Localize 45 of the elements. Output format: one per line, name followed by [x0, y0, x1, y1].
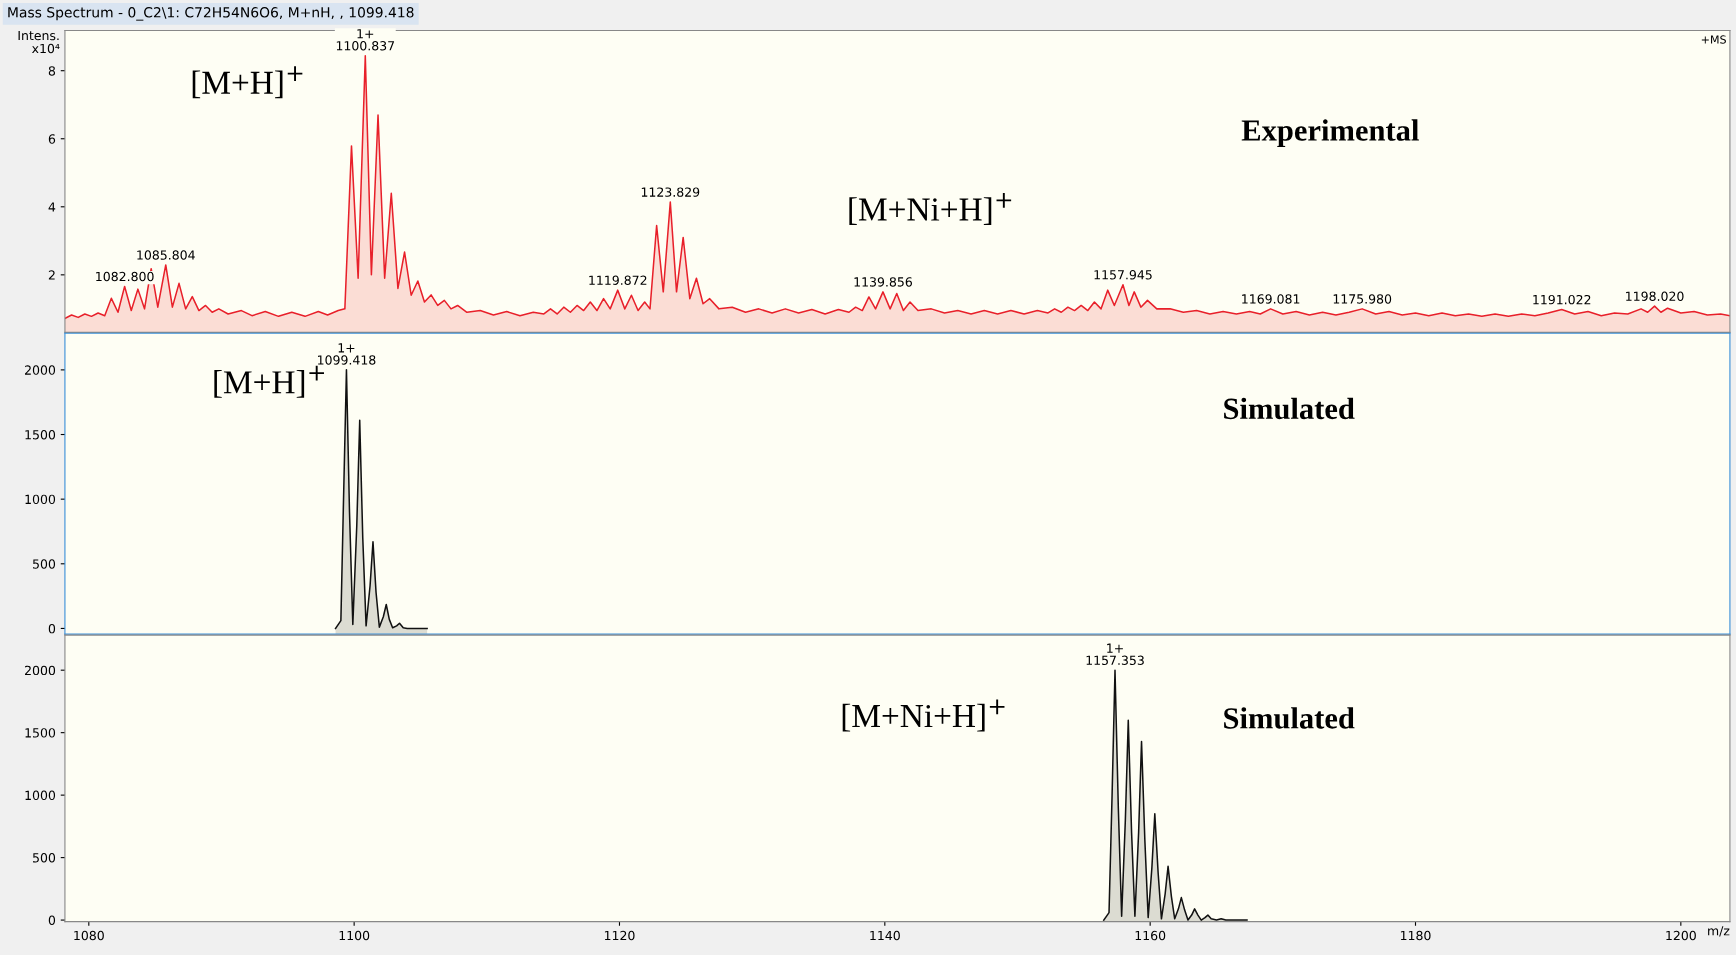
y-tick-label: 1000: [25, 790, 56, 801]
x-tick-label: 1200: [1666, 930, 1696, 941]
annotation: 1119.872: [589, 275, 647, 285]
annotation: 1085.804: [137, 250, 195, 260]
x-axis-title: m/z: [1708, 926, 1730, 937]
annotation: 1+ 1157.353: [1086, 643, 1144, 665]
annotation: Simulated: [1224, 397, 1355, 420]
y-tick-label: 8: [48, 66, 56, 76]
y-tick-label: 2000: [25, 665, 56, 676]
annotation: [M+Ni+H]$^{+}$: [842, 699, 1005, 732]
x-tick-label: 1080: [74, 930, 104, 941]
annotation: 1+ 1100.837: [336, 29, 395, 51]
annotation: [M+H]$^{+}$: [192, 66, 303, 99]
x-tick-label: 1160: [1135, 930, 1166, 941]
x-tick-label: 1140: [870, 930, 900, 941]
y-tick-label: 500: [33, 853, 56, 863]
y-tick-label: 500: [33, 559, 56, 569]
annotation: 1169.081: [1242, 294, 1300, 304]
annotation: [M+H]$^{+}$: [214, 365, 324, 398]
y-tick-label: 6: [48, 134, 56, 144]
y-tick-label: 2000: [25, 365, 56, 375]
y-tick-label: 4: [48, 202, 56, 212]
annotation: 1175.980: [1333, 294, 1392, 304]
annotation: [M+Ni+H]$^{+}$: [849, 193, 1012, 225]
y-tick-label: 0: [48, 623, 56, 634]
x-tick-label: 1180: [1400, 930, 1431, 941]
annotation: +MS: [1701, 35, 1726, 44]
y-axis-title: Intens. x10⁴: [18, 30, 60, 54]
x-tick-label: 1100: [339, 930, 370, 941]
chart-title: Mass Spectrum - 0_C2\1: C72H54N6O6, M+nH, , 1099.418: [8, 7, 414, 21]
annotation: Simulated: [1224, 707, 1355, 729]
annotation: Experimental: [1241, 119, 1419, 148]
x-tick-label: 1120: [604, 930, 635, 941]
y-tick-label: 2: [48, 270, 55, 280]
y-tick-label: 1500: [25, 429, 56, 440]
annotation: 1191.022: [1533, 294, 1591, 305]
annotation: 1157.945: [1094, 270, 1152, 280]
annotation: 1123.829: [641, 187, 700, 197]
annotation: 1198.020: [1626, 291, 1684, 301]
y-tick-label: 0: [48, 915, 56, 925]
annotation: 1082.800: [96, 271, 154, 282]
y-tick-label: 1500: [25, 728, 56, 738]
annotation: 1+ 1099.418: [318, 343, 376, 365]
y-tick-label: 1000: [25, 494, 56, 505]
annotation: 1139.856: [854, 277, 912, 287]
